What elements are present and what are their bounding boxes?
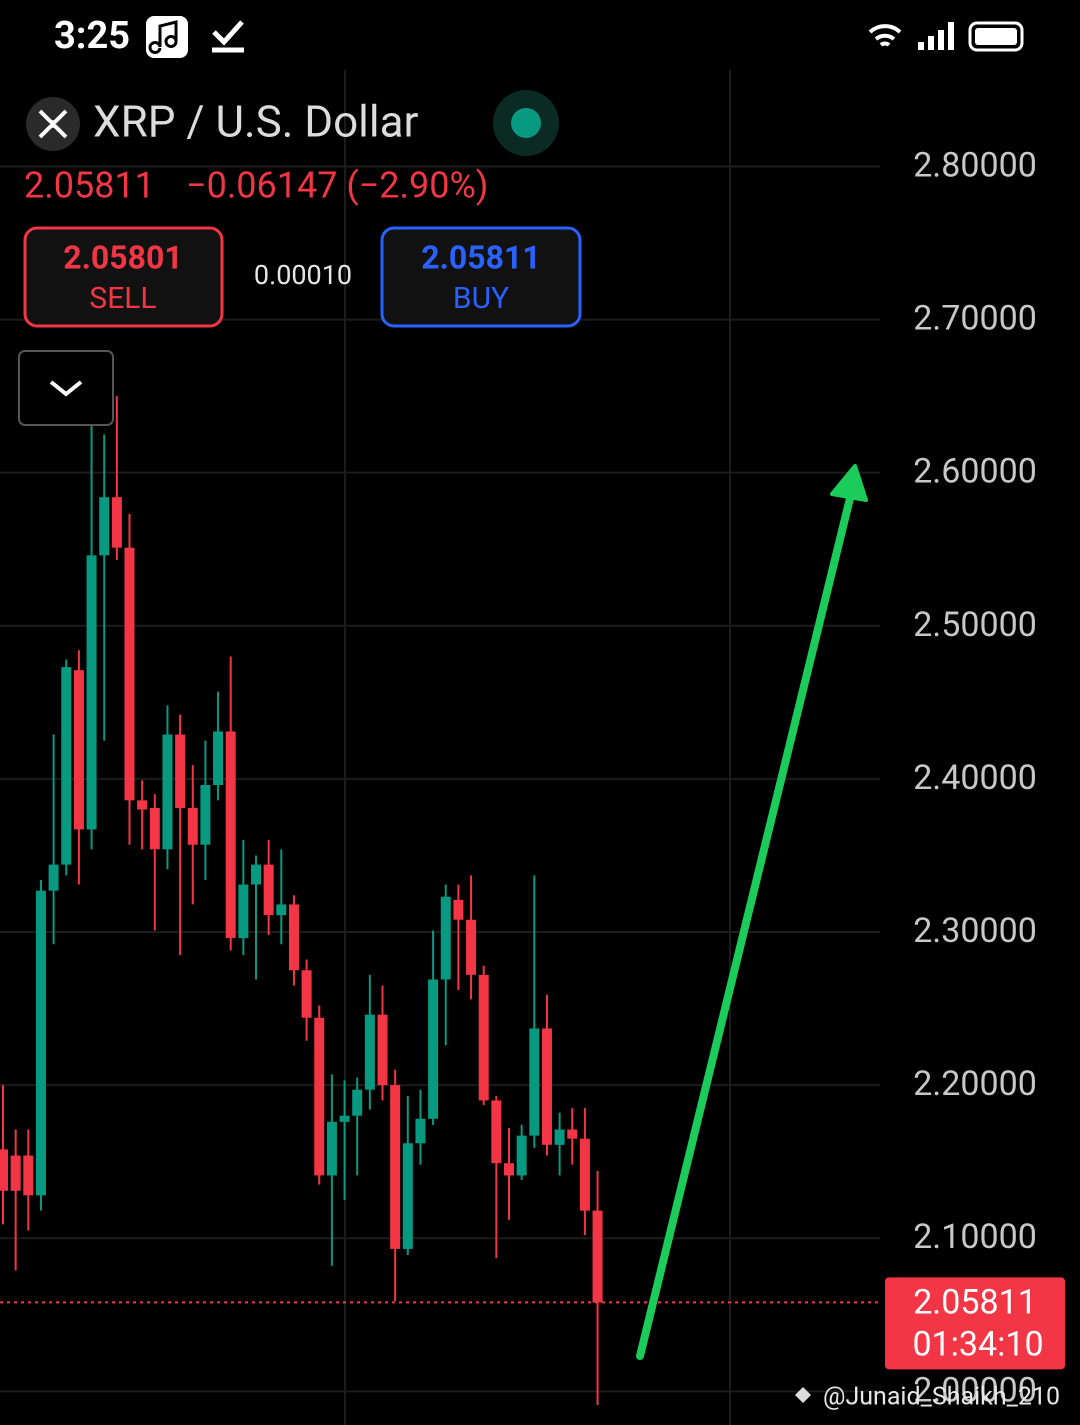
collapse-button[interactable] [18, 350, 114, 426]
axis: 2.00000 2.10000 2.20000 2.30000 2.40000 2.500… [885, 145, 1065, 1410]
candle-body [10, 1155, 21, 1191]
candle-body [415, 1118, 426, 1144]
candle-body [516, 1135, 527, 1176]
candle-body [225, 731, 236, 939]
y-tick-label: 2.40000 [913, 758, 1037, 798]
candle-body [453, 899, 464, 920]
candle-body [440, 896, 451, 980]
status-time: 3:25 [54, 14, 130, 58]
y-tick-label: 2.10000 [913, 1217, 1037, 1257]
candle-body [111, 497, 122, 548]
market-status-dot [511, 108, 541, 138]
candle-body [73, 670, 84, 830]
candle-body [0, 1149, 8, 1191]
plot [0, 165, 880, 1406]
candle-body [175, 734, 186, 808]
download-icon [212, 20, 244, 53]
last-price: 2.05811 [24, 165, 155, 207]
y-tick-label: 2.60000 [913, 452, 1037, 492]
candle-body [579, 1138, 590, 1211]
candle-body [529, 1028, 540, 1136]
trend-arrow [636, 486, 856, 1360]
candle-body [61, 667, 72, 865]
candle-body [541, 1028, 552, 1145]
buy-button[interactable] [380, 226, 582, 328]
battery-level [975, 28, 1017, 45]
candle-body [377, 1014, 388, 1086]
candle-body [428, 979, 439, 1119]
y-tick-label: 2.20000 [913, 1064, 1037, 1104]
candle-body [48, 864, 59, 891]
candle-body [390, 1085, 401, 1249]
buy-price[interactable]: 2.05811 [421, 238, 540, 276]
candle-body [162, 734, 173, 850]
candle-body [200, 785, 211, 845]
candle-body [554, 1129, 565, 1145]
candle-body [124, 547, 135, 801]
candle-body [504, 1163, 514, 1176]
spread: 0.00010 [254, 259, 352, 291]
arrow-head [830, 464, 868, 502]
candle-body [149, 807, 160, 850]
signal-icon [918, 22, 954, 50]
candle-body [326, 1121, 337, 1176]
y-tick-label: 2.30000 [913, 911, 1037, 951]
last-price-label: 2.05811 [913, 1282, 1037, 1322]
candle-body [99, 497, 110, 556]
candle-body [263, 864, 274, 916]
symbol-title: XRP / U.S. Dollar [93, 96, 419, 148]
candle-body [276, 904, 287, 916]
candle-body [251, 864, 261, 885]
candle-body [213, 731, 224, 786]
chevron-icon [49, 380, 83, 397]
y-tick-label: 2.80000 [913, 145, 1037, 185]
candle-body [314, 1017, 325, 1176]
candle-body [567, 1129, 578, 1139]
sell-label[interactable]: SELL [89, 281, 156, 316]
candle-body [402, 1143, 413, 1249]
last-price-box [885, 1277, 1065, 1370]
y-tick-label: 2.00000 [913, 1370, 1037, 1410]
candle-body [352, 1089, 363, 1116]
candle-body [137, 800, 148, 810]
countdown: 01:34:10 [912, 1324, 1043, 1364]
buy-label[interactable]: BUY [453, 281, 509, 316]
candle-body [288, 904, 299, 971]
xrp-mark [38, 109, 68, 139]
music-note [148, 20, 178, 54]
candle-body [23, 1155, 34, 1196]
candle-body [339, 1115, 350, 1122]
wifi-icon [868, 24, 902, 47]
battery [968, 21, 1024, 52]
candle-body [187, 807, 198, 845]
candle-body [86, 555, 97, 830]
sell-price[interactable]: 2.05801 [63, 238, 182, 276]
candle-body [301, 970, 312, 1018]
candle-body [35, 890, 46, 1196]
candle-body [491, 1100, 502, 1164]
y-tick-label: 2.50000 [913, 605, 1037, 645]
watermark: @Junaid_Shaikh_210 [823, 1383, 1060, 1412]
candle-body [238, 884, 249, 939]
candle-body [466, 919, 477, 975]
candle-body [478, 974, 489, 1101]
candle-body [364, 1014, 375, 1090]
candle-body [592, 1210, 603, 1303]
price-change: −0.06147 (−2.90%) [186, 165, 488, 207]
watermark-icon [795, 1387, 811, 1403]
sell-button[interactable] [23, 226, 224, 328]
y-tick-label: 2.70000 [913, 299, 1037, 339]
